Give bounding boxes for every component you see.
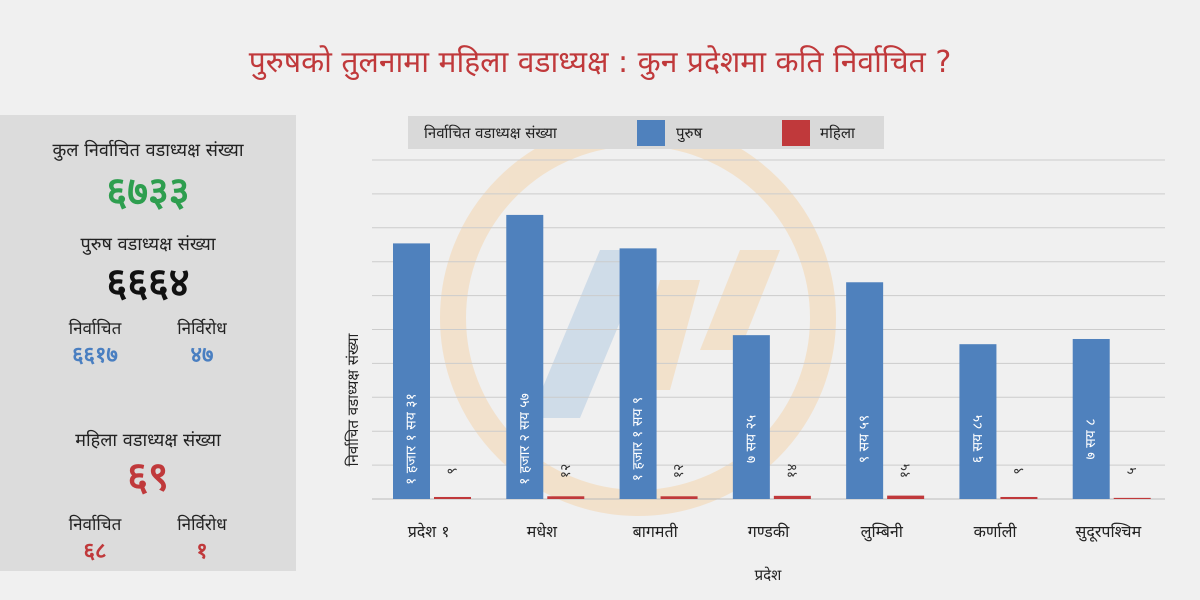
data-label-male: १ हजार १ सय ३१ xyxy=(404,393,420,485)
female-elected-value: ६८ xyxy=(83,539,107,564)
bar-chart: निर्वाचित वडाध्यक्ष संख्या पुरुष महिला १… xyxy=(344,116,1165,584)
data-label-female: ९ xyxy=(1011,467,1027,474)
bar-female xyxy=(773,495,811,499)
female-value: ६९ xyxy=(127,454,169,500)
male-label: पुरुष वडाध्यक्ष संख्या xyxy=(80,234,216,255)
x-tick-label: गण्डकी xyxy=(748,522,790,541)
data-label-female: १५ xyxy=(898,464,914,479)
female-unopposed-label: निर्विरोध xyxy=(177,515,227,535)
male-elected-label: निर्वाचित xyxy=(68,319,122,339)
bar-female xyxy=(434,496,471,499)
chart-legend: निर्वाचित वडाध्यक्ष संख्या पुरुष महिला xyxy=(408,116,884,149)
male-value: ६६६४ xyxy=(106,260,190,306)
total-value: ६७३३ xyxy=(106,169,190,215)
data-label-female: १२ xyxy=(671,464,687,479)
female-elected-label: निर्वाचित xyxy=(68,515,122,535)
female-unopposed-value: १ xyxy=(196,539,208,564)
data-label-male: ७ सय २५ xyxy=(743,415,759,463)
total-label: कुल निर्वाचित वडाध्यक्ष संख्या xyxy=(52,140,244,161)
data-label-female: ९ xyxy=(445,467,461,474)
legend-label-female: महिला xyxy=(820,124,856,142)
bar-male xyxy=(959,344,997,499)
bar-male xyxy=(393,243,430,499)
x-tick-label: कर्णाली xyxy=(974,522,1018,541)
summary-panel: कुल निर्वाचित वडाध्यक्ष संख्या ६७३३ पुरु… xyxy=(0,115,296,571)
male-unopposed-label: निर्विरोध xyxy=(177,319,227,339)
data-label-female: १२ xyxy=(558,464,574,479)
female-label: महिला वडाध्यक्ष संख्या xyxy=(75,430,221,451)
data-label-male: १ हजार २ सय ५७ xyxy=(517,393,533,485)
bar-female xyxy=(1000,496,1038,499)
bar-female xyxy=(1113,497,1151,499)
male-unopposed-value: ४७ xyxy=(190,343,214,368)
data-label-male: ९ सय ५९ xyxy=(857,415,873,463)
bar-male xyxy=(732,335,770,499)
bar-male xyxy=(619,248,657,499)
legend-swatch-female xyxy=(782,120,810,146)
data-label-female: ५ xyxy=(1124,467,1140,474)
data-label-female: १४ xyxy=(784,464,800,479)
data-label-male: ७ सय ८ xyxy=(1083,418,1099,459)
x-axis-label: प्रदेश xyxy=(755,566,783,584)
bar-male xyxy=(506,214,544,499)
male-elected-value: ६६१७ xyxy=(72,343,118,368)
bar-female xyxy=(547,496,585,499)
data-label-male: १ हजार १ सय ९ xyxy=(630,397,646,481)
bar-male xyxy=(846,282,884,499)
x-tick-label: प्रदेश १ xyxy=(408,522,450,541)
x-tick-label: लुम्बिनी xyxy=(861,522,904,542)
bar-female xyxy=(887,495,925,499)
legend-title: निर्वाचित वडाध्यक्ष संख्या xyxy=(424,124,558,142)
bar-male xyxy=(1072,338,1110,499)
bar-female xyxy=(660,496,698,499)
legend-label-male: पुरुष xyxy=(676,124,702,143)
page-title: पुरुषको तुलनामा महिला वडाध्यक्ष : कुन प्… xyxy=(248,45,952,80)
legend-swatch-male xyxy=(637,120,665,146)
x-tick-label: मधेश xyxy=(527,522,558,541)
y-axis-label: निर्वाचित वडाध्यक्ष संख्या xyxy=(344,332,362,466)
x-tick-label: सुदूरपश्चिम xyxy=(1076,522,1142,542)
watermark-stroke-right xyxy=(700,250,780,350)
x-tick-label: बागमती xyxy=(633,522,679,541)
data-label-male: ६ सय ८५ xyxy=(970,415,986,463)
